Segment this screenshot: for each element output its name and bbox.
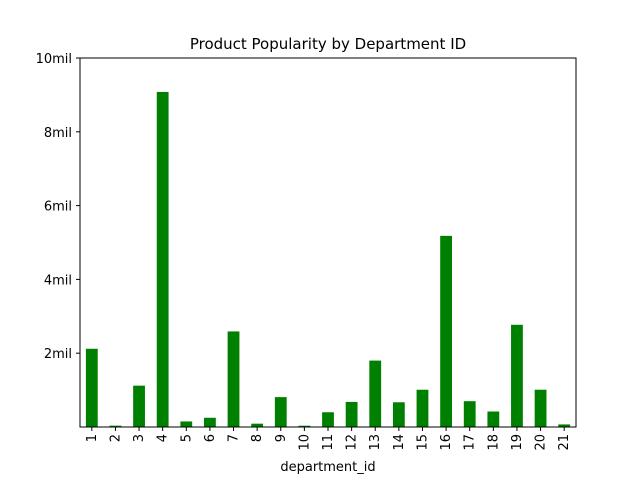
x-tick-label: 3 bbox=[132, 434, 147, 442]
x-tick-label: 9 bbox=[274, 434, 289, 442]
x-tick-label: 18 bbox=[486, 434, 501, 451]
x-tick-label: 17 bbox=[463, 434, 478, 451]
x-tick-label: 20 bbox=[534, 434, 549, 451]
bar-department-4 bbox=[156, 91, 169, 427]
bar-department-15 bbox=[416, 389, 429, 427]
bar-department-1 bbox=[85, 348, 98, 427]
x-tick-label: 7 bbox=[227, 434, 242, 442]
bar-department-10 bbox=[298, 425, 311, 427]
y-tick-label: 10mil bbox=[36, 52, 72, 67]
bar-department-16 bbox=[440, 235, 452, 427]
plot-frame bbox=[79, 57, 577, 428]
bar-department-20 bbox=[534, 389, 547, 427]
bar-department-7 bbox=[227, 331, 240, 427]
bar-department-11 bbox=[322, 412, 334, 427]
bar-department-14 bbox=[392, 402, 405, 427]
x-tick-label: 5 bbox=[179, 434, 194, 442]
bar-department-9 bbox=[274, 397, 287, 427]
bar-department-19 bbox=[511, 324, 523, 427]
x-axis-ticks: 1 2 3 4 5 6 7 8 9 10 11 12 13 14 15 16 17 18 19 20 21 bbox=[85, 427, 572, 451]
x-tick-label: 21 bbox=[557, 434, 572, 451]
x-tick-label: 14 bbox=[392, 434, 407, 451]
x-tick-label: 16 bbox=[439, 434, 454, 451]
y-tick-label: 2mil bbox=[44, 347, 72, 362]
y-tick-label: 6mil bbox=[44, 200, 72, 215]
y-tick-label: 4mil bbox=[44, 273, 72, 288]
x-tick-label: 15 bbox=[415, 434, 430, 451]
bar-department-5 bbox=[180, 421, 193, 427]
x-tick-label: 2 bbox=[108, 434, 123, 442]
x-tick-label: 11 bbox=[321, 434, 336, 451]
x-tick-label: 1 bbox=[85, 434, 100, 442]
bar-department-8 bbox=[251, 423, 264, 427]
bar-department-21 bbox=[558, 424, 571, 427]
bar-department-17 bbox=[463, 401, 476, 427]
bar-department-6 bbox=[204, 417, 216, 427]
x-tick-label: 13 bbox=[368, 434, 383, 451]
bar-department-3 bbox=[133, 385, 145, 427]
x-tick-label: 6 bbox=[203, 434, 218, 442]
x-axis-label: department_id bbox=[280, 460, 375, 475]
bar-department-2 bbox=[109, 425, 122, 427]
y-axis-ticks: 2mil 4mil 6mil 8mil 10mil bbox=[36, 52, 80, 362]
x-tick-label: 10 bbox=[297, 434, 312, 451]
x-tick-label: 8 bbox=[250, 434, 265, 442]
x-tick-label: 12 bbox=[345, 434, 360, 451]
x-tick-label: 19 bbox=[510, 434, 525, 451]
bars-layer bbox=[85, 91, 571, 427]
x-tick-label: 4 bbox=[156, 434, 171, 442]
y-tick-label: 8mil bbox=[44, 126, 72, 141]
chart-title: Product Popularity by Department ID bbox=[190, 35, 466, 53]
bar-department-18 bbox=[487, 411, 500, 427]
bar-department-12 bbox=[345, 401, 358, 427]
bar-department-13 bbox=[369, 360, 382, 427]
